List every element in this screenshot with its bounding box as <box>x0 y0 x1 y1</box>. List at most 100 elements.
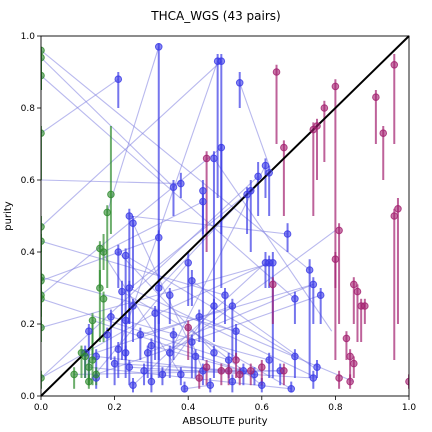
blue-point <box>147 377 156 386</box>
blue-point <box>265 259 273 267</box>
blue-point <box>154 43 163 51</box>
blue-point <box>184 259 192 267</box>
blue-point <box>232 327 240 336</box>
pair-link <box>191 280 314 368</box>
purple-point <box>346 352 354 361</box>
blue-point <box>224 356 233 364</box>
pair-link <box>106 46 160 213</box>
blue-point <box>316 291 325 300</box>
purple-point <box>372 93 380 101</box>
y-axis: 0.0 0.2 0.4 0.6 0.8 1.0 <box>21 32 41 402</box>
pair-link <box>41 312 156 379</box>
pair-link <box>92 319 244 372</box>
blue-point <box>158 370 167 379</box>
blue-point <box>291 352 299 361</box>
purple-point <box>350 280 358 289</box>
green-point <box>70 370 78 379</box>
green-point <box>88 316 97 325</box>
blue-point <box>291 295 299 303</box>
x-tick-label: 0.0 <box>34 403 49 413</box>
purple-point <box>258 363 266 372</box>
blue-point <box>103 331 112 339</box>
blue-point <box>110 359 119 368</box>
blue-point <box>309 280 318 289</box>
blue-point <box>154 233 163 242</box>
y-axis-label: purity <box>3 201 14 230</box>
blue-point <box>287 385 296 393</box>
blue-point <box>191 352 200 361</box>
purple-point <box>280 367 288 375</box>
blue-point <box>309 374 318 382</box>
pair-link <box>140 283 314 336</box>
purple-point <box>232 356 240 364</box>
x-tick-label: 0.6 <box>255 403 270 413</box>
blue-point <box>228 302 237 310</box>
green-point <box>103 208 112 217</box>
x-axis-label: ABSOLUTE purity <box>182 416 267 427</box>
blue-point <box>129 381 137 390</box>
blue-point <box>217 57 226 66</box>
purple-point <box>379 129 388 137</box>
blue-point <box>114 345 123 354</box>
blue-point <box>169 331 178 339</box>
identity-line <box>40 35 410 397</box>
blue-point <box>188 338 196 346</box>
green-point <box>96 244 104 253</box>
green-point <box>81 352 89 361</box>
pair-link <box>88 366 292 390</box>
y-tick-label: 0.4 <box>21 248 36 258</box>
blue-point <box>136 331 145 339</box>
blue-point <box>125 212 134 220</box>
green-point <box>99 295 108 303</box>
x-tick-label: 0.4 <box>181 403 196 413</box>
pair-link <box>121 291 292 390</box>
blue-point <box>188 277 196 285</box>
pair-link <box>103 201 204 253</box>
pair-link <box>41 75 296 300</box>
blue-point <box>121 251 130 260</box>
blue-point <box>265 169 273 177</box>
purple-point <box>280 143 288 152</box>
purple-point <box>309 125 318 134</box>
purple-point <box>350 359 358 368</box>
purple-point <box>235 370 244 379</box>
pair-link <box>41 298 229 361</box>
blue-point <box>177 179 185 188</box>
purple-point <box>224 367 233 375</box>
purple-point <box>246 367 255 375</box>
blue-point <box>114 248 123 256</box>
purple-point <box>346 377 354 386</box>
y-tick-label: 1.0 <box>21 32 36 42</box>
plot-area <box>40 35 410 397</box>
pair-link <box>41 49 310 271</box>
blue-point <box>305 266 314 274</box>
points-layer <box>41 43 409 393</box>
pair-link <box>41 57 174 188</box>
pair-link <box>239 82 270 166</box>
y-tick-label: 0.0 <box>21 392 36 402</box>
purple-point <box>394 205 402 213</box>
purple-point <box>202 363 211 372</box>
blue-point <box>114 75 123 83</box>
x-tick-label: 0.8 <box>328 403 343 413</box>
blue-point <box>125 284 134 292</box>
blue-point <box>180 385 189 393</box>
pair-link <box>213 158 333 332</box>
purple-point <box>320 104 329 112</box>
pair-link <box>41 78 119 134</box>
pair-link <box>129 287 318 379</box>
blue-point <box>217 143 226 152</box>
blue-point <box>195 313 204 321</box>
blue-point <box>221 291 229 300</box>
blue-point <box>228 377 237 386</box>
blue-point <box>210 349 218 357</box>
blue-point <box>258 381 266 390</box>
y-tick-label: 0.2 <box>21 320 35 330</box>
blue-point <box>254 172 262 181</box>
blue-point <box>121 349 130 357</box>
purple-point <box>405 377 409 386</box>
pair-link <box>147 283 314 354</box>
green-point <box>107 190 115 199</box>
green-point <box>92 370 100 379</box>
